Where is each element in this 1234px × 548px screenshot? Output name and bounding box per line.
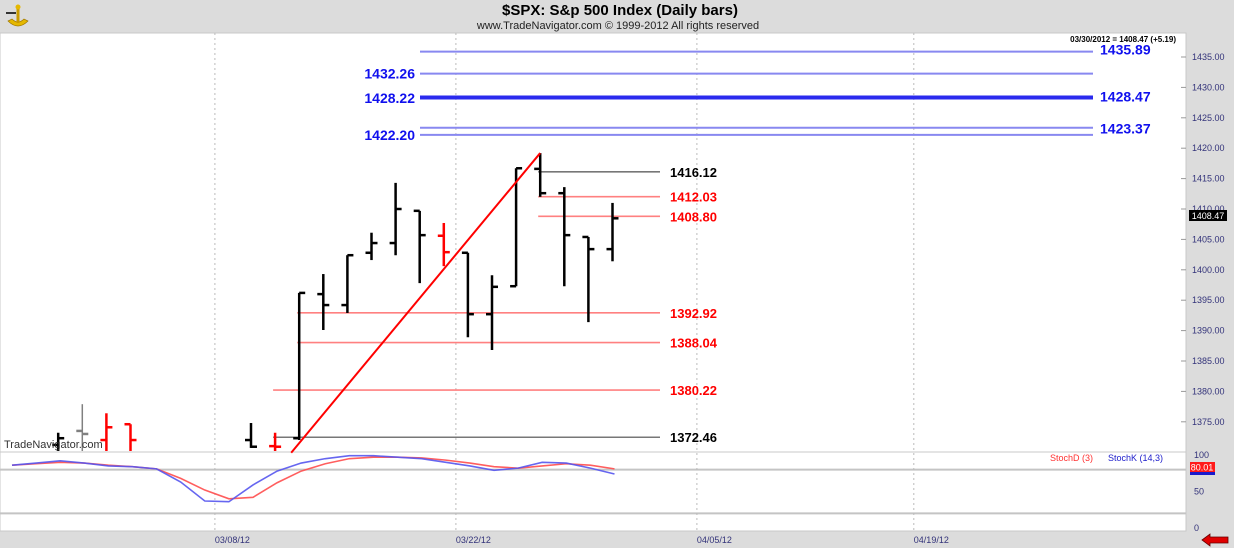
ohlc-bar <box>341 253 354 313</box>
ohlc-bar <box>293 291 306 441</box>
blue-levels: 1435.89 1432.26 1428.22 1428.47 1423.37 1422.… <box>364 42 1150 143</box>
date-tick-label: 03/08/12 <box>215 535 250 545</box>
price-levels: 1416.12 1412.03 1408.80 1392.92 1388.04 1380.… <box>273 165 718 445</box>
stoch-value-box: 80.01 <box>1190 462 1215 475</box>
stoch-tick-label: 0 <box>1194 523 1199 533</box>
ohlc-bar <box>582 235 595 323</box>
ohlc-bar <box>486 275 498 351</box>
stoch-value-label: 80.01 <box>1191 463 1214 473</box>
ohlc-bar <box>269 432 282 451</box>
price-level-label: 1408.80 <box>670 209 717 224</box>
price-axis[interactable]: 1435.00 1430.00 1425.00 1420.00 1415.00 1410.… <box>1181 52 1225 427</box>
date-tick-label: 04/05/12 <box>697 535 732 545</box>
price-tick-label: 1390.00 <box>1192 326 1225 336</box>
price-tick-label: 1405.00 <box>1192 234 1225 244</box>
ohlc-bar <box>389 182 402 256</box>
price-tick-label: 1430.00 <box>1192 82 1225 92</box>
ohlc-bar <box>52 432 65 451</box>
ohlc-bar <box>558 187 571 287</box>
red-left-arrow-icon[interactable] <box>1201 533 1229 547</box>
price-level-label: 1416.12 <box>670 165 717 180</box>
chart-title: $SPX: S&p 500 Index (Daily bars) <box>502 2 738 19</box>
price-level-label: 1412.03 <box>670 190 717 205</box>
price-tick-label: 1395.00 <box>1192 295 1225 305</box>
stochastic-panel <box>0 451 1187 532</box>
price-tick-label: 1375.00 <box>1192 417 1225 427</box>
price-panel <box>0 32 1187 453</box>
blue-level-label: 1428.47 <box>1100 89 1151 105</box>
ohlc-bar <box>76 404 89 451</box>
ohlc-bar <box>461 251 474 338</box>
blue-level-label: 1422.20 <box>364 127 415 143</box>
date-tick-label: 04/19/12 <box>914 535 949 545</box>
ohlc-bar <box>510 167 523 288</box>
blue-level-label: 1432.26 <box>364 66 415 82</box>
stochk-line <box>11 454 615 503</box>
price-tick-label: 1380.00 <box>1192 386 1225 396</box>
price-bars <box>52 153 619 451</box>
price-tick-label: 1420.00 <box>1192 143 1225 153</box>
ohlc-bar <box>413 209 426 284</box>
chart-subtitle: www.TradeNavigator.com © 1999-2012 All r… <box>476 20 759 32</box>
price-tick-label: 1385.00 <box>1192 356 1225 366</box>
ohlc-bar <box>606 202 619 262</box>
price-tick-label: 1410.00 <box>1192 204 1225 214</box>
date-axis[interactable]: 03/08/12 03/22/12 04/05/12 04/19/12 <box>215 535 949 545</box>
price-readout: 03/30/2012 = 1408.47 (+5.19) <box>1070 35 1176 44</box>
trendline[interactable] <box>290 152 541 454</box>
last-price-box: 1408.47 <box>1189 210 1227 221</box>
ohlc-bar <box>317 274 330 330</box>
price-tick-label: 1400.00 <box>1192 265 1225 275</box>
stochastic-lines <box>11 454 615 503</box>
price-tick-label: 1415.00 <box>1192 174 1225 184</box>
stoch-tick-label: 50 <box>1194 487 1204 497</box>
blue-level-label: 1428.22 <box>364 90 415 106</box>
price-level-label: 1372.46 <box>670 430 717 445</box>
date-tick-label: 03/22/12 <box>456 535 491 545</box>
sextant-logo-icon[interactable] <box>6 4 29 27</box>
watermark: TradeNavigator.com <box>4 439 103 451</box>
price-level-label: 1380.22 <box>670 383 717 398</box>
blue-level-label: 1423.37 <box>1100 121 1151 137</box>
price-level-label: 1392.92 <box>670 306 717 321</box>
price-tick-label: 1425.00 <box>1192 113 1225 123</box>
ohlc-bar <box>437 222 450 267</box>
ohlc-bar <box>245 423 257 448</box>
last-price-label: 1408.47 <box>1192 211 1225 221</box>
stoch-tick-label: 100 <box>1194 450 1209 460</box>
legend-stochd: StochD (3) <box>1050 453 1093 463</box>
ohlc-bar <box>534 153 547 197</box>
ohlc-bar <box>124 422 137 451</box>
ohlc-bar <box>100 413 113 451</box>
blue-level-label: 1435.89 <box>1100 42 1151 58</box>
price-tick-label: 1435.00 <box>1192 52 1225 62</box>
stoch-axis: 100 50 0 <box>1194 450 1209 533</box>
legend-stochk: StochK (14,3) <box>1108 453 1163 463</box>
price-level-label: 1388.04 <box>670 336 718 351</box>
ohlc-bar <box>365 232 378 261</box>
